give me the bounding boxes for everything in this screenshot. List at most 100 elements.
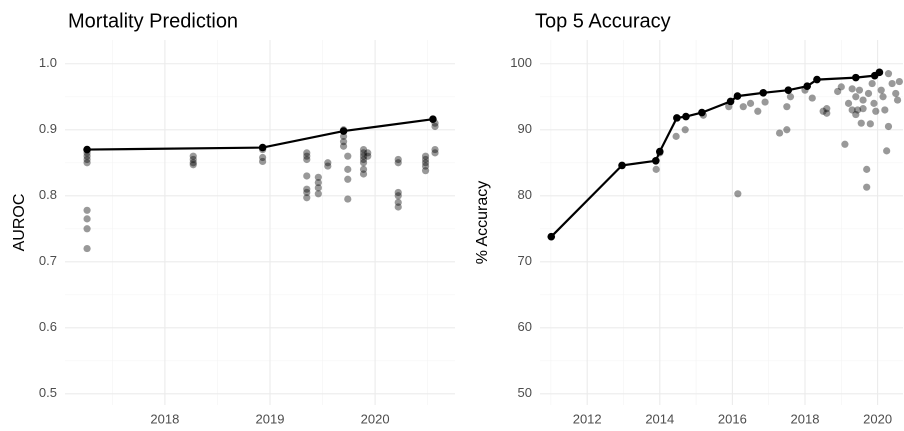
point bbox=[314, 173, 322, 181]
point bbox=[394, 192, 402, 200]
point bbox=[314, 184, 322, 192]
point bbox=[823, 109, 831, 117]
point bbox=[431, 145, 439, 154]
point bbox=[344, 165, 352, 173]
point bbox=[783, 126, 791, 134]
point bbox=[733, 92, 742, 100]
point bbox=[421, 167, 430, 175]
point bbox=[877, 86, 885, 94]
point bbox=[672, 132, 680, 140]
point bbox=[734, 190, 742, 198]
point bbox=[892, 89, 900, 98]
point bbox=[859, 96, 867, 104]
point bbox=[189, 155, 197, 164]
point bbox=[83, 145, 91, 154]
point bbox=[784, 86, 793, 94]
y-tick-label: 0.5 bbox=[39, 385, 57, 400]
point bbox=[324, 162, 332, 170]
point bbox=[844, 99, 853, 107]
point bbox=[854, 106, 862, 114]
x-tick-label: 2020 bbox=[361, 411, 390, 426]
point bbox=[314, 178, 322, 187]
point bbox=[83, 215, 91, 223]
x-tick-label: 2018 bbox=[791, 411, 820, 426]
y-tick-label: 0.8 bbox=[39, 187, 57, 202]
point bbox=[852, 93, 860, 101]
point bbox=[83, 155, 91, 164]
point bbox=[344, 152, 352, 160]
point bbox=[83, 152, 91, 160]
point bbox=[303, 188, 311, 197]
point bbox=[429, 115, 437, 124]
point bbox=[682, 112, 690, 121]
point bbox=[431, 149, 439, 157]
point bbox=[864, 89, 873, 98]
chart-title: Top 5 Accuracy bbox=[535, 10, 671, 32]
point bbox=[303, 149, 311, 157]
point bbox=[359, 159, 368, 167]
y-tick-label: 60 bbox=[518, 319, 532, 334]
point bbox=[803, 82, 811, 91]
point bbox=[344, 195, 352, 203]
point bbox=[258, 143, 267, 152]
point bbox=[189, 152, 197, 160]
point bbox=[879, 93, 887, 101]
point bbox=[859, 105, 867, 113]
point bbox=[83, 244, 91, 253]
point bbox=[344, 175, 352, 183]
y-tick-label: 70 bbox=[518, 253, 532, 268]
point bbox=[421, 155, 430, 164]
point bbox=[394, 188, 402, 197]
point bbox=[339, 138, 348, 146]
line bbox=[550, 71, 881, 238]
point bbox=[783, 103, 791, 111]
point bbox=[823, 105, 831, 113]
point bbox=[655, 147, 664, 156]
x-tick-label: 2016 bbox=[718, 411, 747, 426]
point bbox=[870, 99, 878, 107]
point bbox=[863, 183, 871, 191]
point bbox=[618, 161, 626, 170]
point bbox=[364, 152, 372, 160]
point bbox=[813, 75, 821, 84]
point bbox=[359, 152, 368, 160]
point bbox=[359, 149, 368, 157]
point bbox=[394, 198, 402, 206]
point bbox=[834, 87, 842, 96]
point bbox=[698, 108, 706, 117]
y-tick-label: 0.9 bbox=[39, 121, 57, 136]
y-tick-label: 0.7 bbox=[39, 253, 57, 268]
point bbox=[359, 155, 368, 164]
point bbox=[259, 153, 267, 162]
point bbox=[881, 106, 889, 114]
point bbox=[893, 96, 902, 104]
point bbox=[303, 172, 311, 180]
point bbox=[746, 99, 755, 107]
point bbox=[883, 147, 891, 155]
point bbox=[863, 165, 871, 173]
point bbox=[339, 132, 348, 140]
point bbox=[761, 98, 769, 106]
point bbox=[303, 155, 311, 164]
y-tick-label: 100 bbox=[510, 55, 532, 70]
point bbox=[726, 97, 735, 106]
point bbox=[83, 159, 91, 167]
point bbox=[786, 93, 795, 101]
x-tick-label: 2018 bbox=[150, 411, 179, 426]
point bbox=[739, 103, 747, 111]
point bbox=[394, 159, 402, 167]
point bbox=[303, 185, 311, 193]
x-tick-label: 2014 bbox=[645, 411, 674, 426]
point bbox=[652, 165, 660, 173]
point bbox=[359, 165, 368, 173]
point bbox=[852, 110, 860, 119]
point bbox=[759, 89, 768, 97]
point bbox=[848, 85, 856, 93]
point bbox=[775, 129, 784, 137]
point bbox=[303, 194, 311, 202]
point bbox=[848, 106, 856, 114]
point bbox=[189, 159, 197, 167]
point bbox=[868, 79, 876, 88]
